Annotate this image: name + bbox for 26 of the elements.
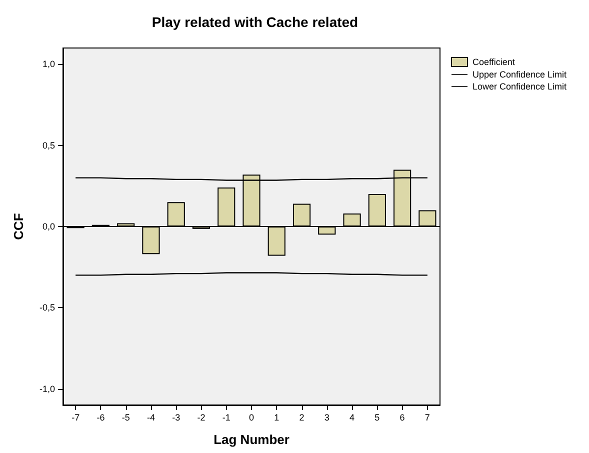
x-tick-label: 6	[400, 412, 405, 422]
x-axis-title: Lag Number	[214, 432, 290, 447]
x-tick-label: 3	[324, 412, 330, 422]
y-tick-label: 0,5	[42, 140, 55, 150]
y-tick-label: -1,0	[39, 384, 55, 394]
chart-title: Play related with Cache related	[152, 14, 358, 30]
x-tick-label: 7	[424, 412, 430, 422]
x-tick-label: -7	[72, 412, 80, 422]
legend-label: Upper Confidence Limit	[472, 70, 568, 80]
x-tick-label: 1	[274, 412, 280, 422]
y-tick-label: 1,0	[42, 59, 55, 70]
y-tick-label: 0,0	[42, 222, 55, 232]
x-tick-label: -2	[197, 412, 206, 422]
x-tick-label: 2	[299, 412, 304, 422]
y-axis-title: CCF	[11, 213, 26, 240]
x-tick-label: -5	[122, 412, 130, 422]
x-tick-label: 5	[374, 412, 380, 422]
legend-label: Lower Confidence Limit	[472, 82, 568, 92]
y-tick-label: -0,5	[39, 302, 55, 313]
x-tick-label: -4	[146, 412, 155, 422]
x-tick-label: -1	[222, 412, 230, 422]
x-tick-label: 0	[248, 412, 254, 422]
legend-label: Coefficient	[472, 57, 516, 67]
x-tick-label: 4	[350, 412, 355, 422]
x-tick-label: -3	[172, 412, 180, 422]
x-tick-label: -6	[96, 412, 105, 422]
